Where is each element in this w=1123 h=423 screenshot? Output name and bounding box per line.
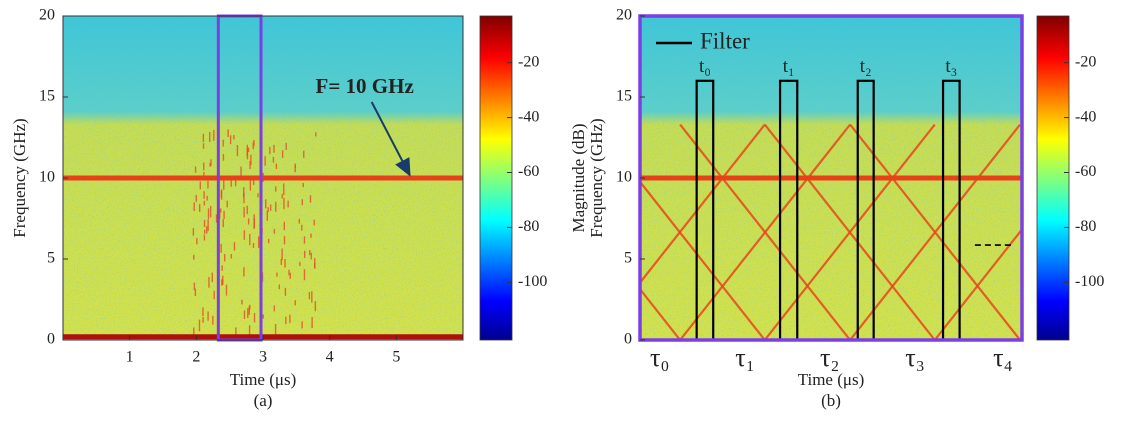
y-tick-label: 0 bbox=[624, 331, 632, 348]
x-marker-label: τ₀ bbox=[650, 343, 670, 372]
colorbar-tick-label: -20 bbox=[1075, 53, 1096, 70]
x-tick-label: 3 bbox=[259, 349, 267, 366]
colorbar-tick-label: -100 bbox=[518, 273, 547, 290]
colorbar-tick-label: -60 bbox=[518, 163, 539, 180]
chirp bbox=[679, 123, 851, 340]
x-tick-label: 4 bbox=[326, 349, 334, 366]
x-tick-label: 2 bbox=[192, 349, 200, 366]
annotation-arrow bbox=[370, 101, 411, 177]
y-tick-label: 5 bbox=[47, 250, 55, 267]
plot-area bbox=[640, 16, 1022, 340]
colorbar-tick-label: -40 bbox=[1075, 108, 1096, 125]
plot-area bbox=[63, 16, 463, 340]
colorbar-tick-label: -40 bbox=[518, 108, 539, 125]
y-tick-label: 10 bbox=[616, 169, 632, 186]
chirp bbox=[763, 123, 936, 340]
chirp bbox=[640, 287, 681, 340]
x-marker-label: τ₂ bbox=[820, 343, 840, 372]
colorbar bbox=[479, 15, 513, 341]
colorbar-tick-label: -20 bbox=[518, 53, 539, 70]
x-axis-label: Time (μs) bbox=[230, 370, 297, 389]
x-marker-label: τ₃ bbox=[905, 343, 925, 372]
filter-label: t₁ bbox=[783, 56, 795, 77]
y-axis-label: Frequency (GHz) bbox=[587, 118, 606, 237]
annotation: F= 10 GHz bbox=[316, 74, 414, 98]
colorbar-tick-label: -80 bbox=[1075, 218, 1096, 235]
x-marker-label: τ₄ bbox=[993, 343, 1013, 372]
x-axis-label: Time (μs) bbox=[798, 370, 865, 389]
y-tick-label: 20 bbox=[39, 7, 55, 24]
colorbar-tick-label: -80 bbox=[518, 218, 539, 235]
colorbar-label: Magnitude (dB) bbox=[569, 123, 588, 232]
legend-label: Filter bbox=[700, 28, 750, 53]
y-axis-label: Frequency (GHz) bbox=[10, 118, 29, 237]
y-tick-label: 20 bbox=[616, 7, 632, 24]
y-tick-label: 15 bbox=[616, 88, 632, 105]
chirp bbox=[640, 123, 766, 285]
y-tick-label: 15 bbox=[39, 88, 55, 105]
x-tick-label: 5 bbox=[392, 349, 400, 366]
filter-label: t₂ bbox=[860, 56, 872, 77]
colorbar bbox=[1036, 15, 1070, 341]
y-tick-label: 0 bbox=[47, 331, 55, 348]
chirp bbox=[933, 227, 1022, 340]
colorbar-tick-label: -60 bbox=[1075, 163, 1096, 180]
colorbar-tick-label: -100 bbox=[1075, 273, 1104, 290]
y-tick-label: 5 bbox=[624, 250, 632, 267]
caption: (b) bbox=[821, 391, 841, 410]
x-marker-label: τ₁ bbox=[735, 343, 755, 372]
chirp bbox=[849, 123, 1021, 340]
filter-label: t₃ bbox=[945, 56, 957, 77]
caption: (a) bbox=[254, 391, 273, 410]
filter-label: t₀ bbox=[699, 56, 711, 77]
x-tick-label: 1 bbox=[126, 349, 134, 366]
y-tick-label: 10 bbox=[39, 169, 55, 186]
